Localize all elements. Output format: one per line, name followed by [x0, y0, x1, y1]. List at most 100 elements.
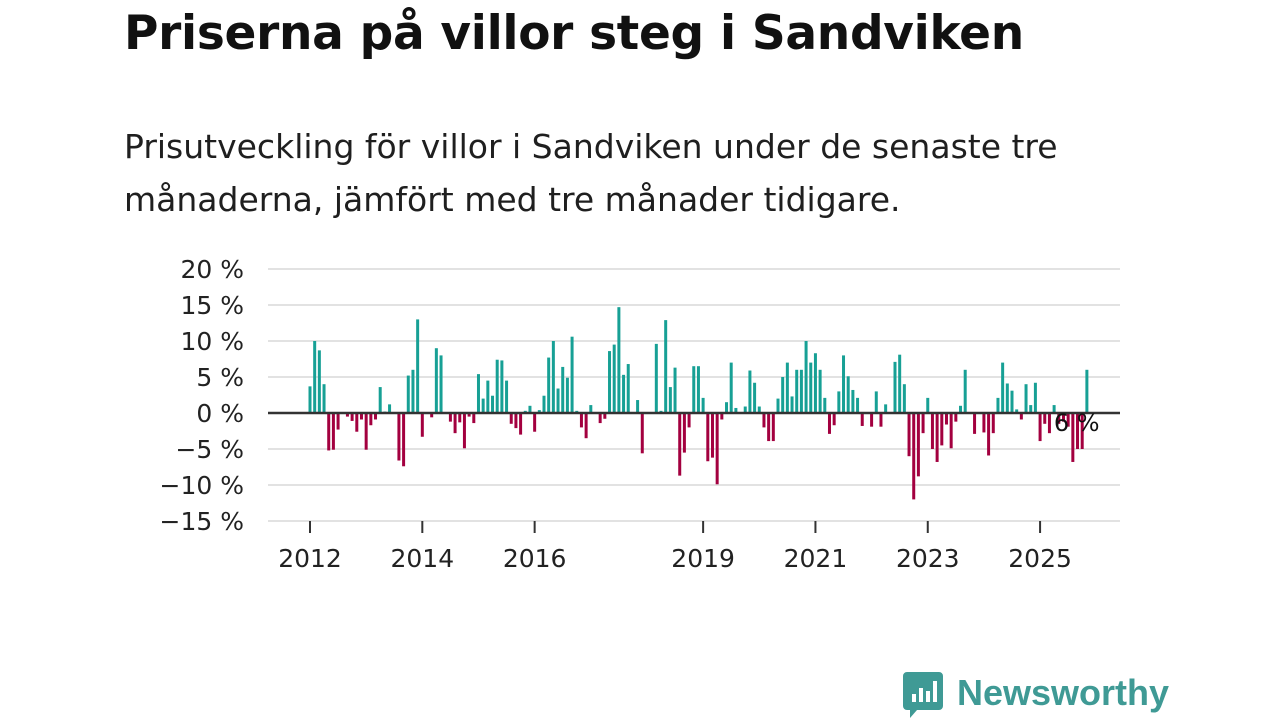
bar — [668, 387, 672, 413]
bar — [462, 413, 466, 449]
bar — [827, 413, 831, 434]
bar — [533, 413, 537, 432]
bar — [846, 376, 850, 413]
y-tick-label: −10 % — [160, 471, 244, 500]
bar — [959, 405, 963, 413]
bar — [1010, 390, 1014, 413]
bar — [818, 369, 822, 413]
bar — [481, 398, 485, 413]
bar — [509, 413, 513, 424]
bar — [1019, 413, 1023, 420]
bar — [982, 413, 986, 433]
bar — [781, 377, 785, 413]
bar — [879, 413, 883, 427]
bar — [608, 351, 612, 413]
bar — [458, 413, 462, 423]
bar — [327, 413, 331, 451]
y-tick-label: −15 % — [160, 507, 244, 536]
bar — [528, 405, 532, 413]
bar — [916, 413, 920, 477]
x-tick-label: 2023 — [896, 544, 960, 573]
bar — [729, 362, 733, 413]
bar — [832, 413, 836, 426]
bar — [654, 343, 658, 413]
bar — [547, 357, 551, 413]
y-tick-label: 0 % — [196, 399, 244, 428]
bar — [369, 413, 373, 426]
bar — [898, 354, 902, 413]
x-tick-label: 2012 — [278, 544, 342, 573]
bar — [902, 384, 906, 413]
chart-subtitle: Prisutveckling för villor i Sandviken un… — [124, 127, 1058, 219]
bar — [617, 307, 621, 413]
bar — [1066, 413, 1070, 427]
bar — [809, 362, 813, 413]
bar — [556, 388, 560, 413]
y-tick-label: 10 % — [180, 327, 244, 356]
bar — [640, 413, 644, 454]
bar — [1071, 413, 1075, 462]
bar — [397, 413, 401, 461]
bar — [378, 387, 382, 413]
bar — [505, 380, 509, 413]
bar — [1029, 405, 1033, 413]
bar — [322, 384, 326, 413]
y-axis-tick-labels: 20 % 15 % 10 % 5 % 0 % −5 % −10 % −15 % — [160, 255, 244, 536]
bar — [1057, 413, 1061, 424]
bar — [893, 361, 897, 413]
bar — [491, 395, 495, 413]
bar — [1038, 413, 1042, 442]
bar — [963, 369, 967, 413]
x-tick-label: 2014 — [391, 544, 455, 573]
bar — [551, 341, 555, 413]
bar — [565, 377, 569, 413]
y-tick-label: 20 % — [180, 255, 244, 284]
bar — [1001, 362, 1005, 413]
bar — [1043, 413, 1047, 424]
bar — [856, 397, 860, 413]
bar — [1047, 413, 1051, 434]
brand-logo: Newsworthy — [903, 672, 1169, 720]
bar — [870, 413, 874, 427]
bar — [687, 413, 691, 428]
bar — [921, 413, 925, 434]
bar — [486, 380, 490, 413]
bars — [308, 307, 1089, 500]
bar — [331, 413, 335, 450]
brand-name: Newsworthy — [957, 672, 1170, 713]
bar — [439, 355, 443, 413]
x-tick-label: 2016 — [503, 544, 567, 573]
bar — [823, 397, 827, 413]
bar — [434, 348, 438, 413]
bar — [636, 400, 640, 413]
bar — [519, 413, 523, 435]
bar — [678, 413, 682, 476]
bar — [626, 364, 630, 413]
bar — [308, 386, 312, 413]
bar — [837, 391, 841, 413]
bar — [1015, 409, 1019, 413]
newsworthy-logo-icon — [903, 672, 943, 718]
bar — [851, 389, 855, 413]
bar — [1076, 413, 1080, 449]
bar — [926, 397, 930, 413]
bar — [388, 404, 392, 413]
bar — [598, 413, 602, 424]
latest-value-label: 6 % — [1054, 409, 1100, 437]
bar — [402, 413, 406, 467]
x-tick-label: 2021 — [784, 544, 848, 573]
chart-title: Priserna på villor steg i Sandviken — [124, 6, 1024, 61]
bar — [495, 359, 499, 413]
bar — [355, 413, 359, 432]
bar — [776, 398, 780, 413]
bar — [336, 413, 340, 430]
bar — [795, 369, 799, 413]
bar — [762, 413, 766, 428]
bar — [720, 413, 724, 420]
bar — [860, 413, 864, 426]
bar — [912, 413, 916, 500]
bar — [771, 413, 775, 442]
bar — [411, 369, 415, 413]
bar — [313, 341, 317, 413]
bar — [420, 413, 424, 437]
